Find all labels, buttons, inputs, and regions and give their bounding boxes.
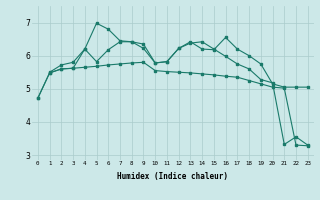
X-axis label: Humidex (Indice chaleur): Humidex (Indice chaleur) bbox=[117, 172, 228, 181]
